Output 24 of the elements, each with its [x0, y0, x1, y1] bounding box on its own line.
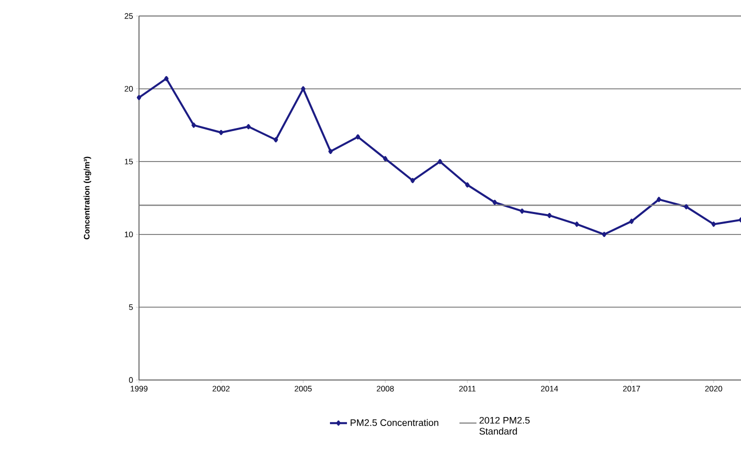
- point: [274, 137, 278, 142]
- point: [711, 222, 716, 227]
- legend-label: PM2.5 Concentration: [350, 419, 438, 426]
- point: [656, 196, 662, 202]
- point: [492, 200, 497, 205]
- point: [192, 122, 196, 128]
- point: [383, 156, 388, 162]
- legend-label: 2012 PM2.5 Standard: [479, 416, 530, 435]
- point: [684, 204, 688, 210]
- point: [300, 86, 306, 92]
- point: [164, 76, 169, 82]
- point: [438, 159, 442, 164]
- point: [520, 208, 524, 214]
- point: [136, 94, 142, 100]
- point: [629, 218, 634, 224]
- point: [574, 222, 580, 227]
- point: [602, 232, 606, 237]
- point: [328, 148, 333, 154]
- point: [465, 182, 470, 188]
- point: [547, 212, 552, 218]
- point: [356, 134, 360, 140]
- point: [218, 130, 224, 136]
- point: [410, 178, 415, 184]
- point: [246, 124, 251, 130]
